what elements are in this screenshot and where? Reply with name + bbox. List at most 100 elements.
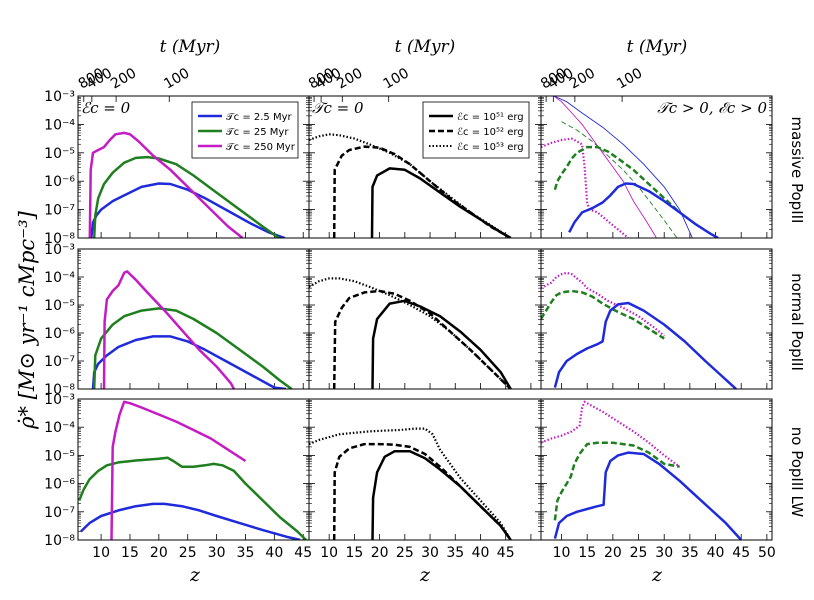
x-tick-label: 40	[707, 545, 725, 561]
x-tick-label: 10	[320, 545, 338, 561]
y-tick-label: 10⁻⁸	[44, 382, 75, 398]
axes-frame	[540, 95, 773, 239]
series-line-black-dashed	[332, 442, 512, 540]
axes-frame	[308, 248, 542, 390]
panel-title: 𝒯c > 0, ℰc > 0	[657, 99, 767, 117]
panel-title: 𝒯c = 0	[312, 99, 364, 117]
top-tick-label: 100	[381, 65, 412, 92]
axes-frame	[308, 398, 542, 541]
x-tick-label: 35	[237, 545, 255, 561]
series-line-green-solid	[92, 155, 280, 238]
series-line-green-solid	[92, 307, 293, 389]
series-line-magenta-dotted	[541, 137, 630, 238]
series-line-black-dashed	[332, 289, 512, 389]
top-axis-label-col2: t (Myr)	[395, 37, 456, 57]
y-tick-label: 10⁻⁸	[44, 231, 75, 247]
y-tick-label: 10⁻⁷	[44, 354, 75, 370]
row-label-2: normal PopIII	[788, 273, 806, 371]
x-tick-label: 25	[630, 545, 648, 561]
x-tick-label: 15	[578, 545, 596, 561]
y-tick-label: 10⁻⁵	[44, 298, 75, 314]
y-tick-label: 10⁻⁴	[44, 420, 75, 436]
series-line-blue-solid	[91, 335, 287, 389]
panel-r3c1: 10⁻³ 10⁻⁴ 10⁻⁵ 10⁻⁶ 10⁻⁷ 10⁻⁸ 10 15 20 25 30 35 40 45	[44, 392, 312, 561]
series-line-blue-solid	[553, 96, 693, 238]
panel-r2c2	[308, 248, 542, 390]
y-tick-label: 10⁻⁶	[44, 174, 75, 190]
panel-r3c2: 10 15 20 25 30 35 40 45	[308, 398, 542, 561]
top-axis-label-col3: t (Myr)	[627, 37, 688, 57]
x-tick-label: 10	[553, 545, 571, 561]
y-tick-label: 10⁻⁵	[44, 448, 75, 464]
series-line-black-solid	[371, 299, 512, 389]
x-tick-label: 40	[265, 545, 283, 561]
y-tick-label: 10⁻⁶	[44, 326, 75, 342]
x-tick-label: 20	[371, 545, 389, 561]
series-line-magenta-solid	[88, 131, 244, 238]
series-line-magenta-solid	[553, 96, 657, 238]
x-tick-label: 45	[497, 545, 515, 561]
series-line-green-dashed	[553, 441, 680, 521]
top-tick-label: 100	[161, 65, 192, 92]
series-line-green-dashed	[553, 145, 681, 214]
legend-label: ℰc = 10⁵¹ erg	[457, 112, 524, 123]
panel-r2c1: 10⁻³ 10⁻⁴ 10⁻⁵ 10⁻⁶ 10⁻⁷ 10⁻⁸	[44, 242, 310, 398]
y-tick-label: 10⁻³	[44, 89, 75, 105]
y-axis-label: ρ̇* [M⊙ yr⁻¹ cMpc⁻³]	[15, 210, 39, 430]
legend-label: ℰc = 10⁵² erg	[457, 127, 524, 138]
x-tick-label: 35	[446, 545, 464, 561]
panel-r3c3: 10 15 20 25 30 35 40 45 50	[540, 398, 776, 561]
series-line-blue-solid	[568, 182, 719, 238]
x-tick-label: 45	[294, 545, 312, 561]
x-tick-label: 25	[179, 545, 197, 561]
legend-label: ℰc = 10⁵³ erg	[457, 142, 524, 153]
x-axis-label-col1: z	[189, 564, 201, 586]
x-tick-label: 25	[396, 545, 414, 561]
x-axis-label-col3: z	[651, 564, 663, 586]
series-line-magenta-solid	[110, 400, 247, 540]
x-tick-label: 30	[655, 545, 673, 561]
legend-label: 𝒯c = 250 Myr	[226, 142, 296, 153]
y-tick-label: 10⁻⁴	[44, 270, 75, 286]
y-tick-label: 10⁻⁷	[44, 203, 75, 219]
series-line-green-solid	[78, 456, 307, 540]
axes-frame	[540, 248, 773, 390]
series-line-magenta-solid	[102, 270, 236, 389]
x-tick-label: 20	[604, 545, 622, 561]
y-tick-label: 10⁻⁷	[44, 505, 75, 521]
x-tick-label: 50	[758, 545, 776, 561]
series-line-blue-solid	[553, 451, 743, 540]
series-line-black-dotted	[309, 277, 512, 389]
legend-label: 𝒯c = 25 Myr	[226, 127, 289, 138]
x-tick-label: 10	[92, 545, 110, 561]
legend-col1: 𝒯c = 2.5 Myr 𝒯c = 25 Myr 𝒯c = 250 Myr	[191, 101, 299, 159]
x-tick-label: 30	[208, 545, 226, 561]
series-line-magenta-dotted	[541, 271, 665, 337]
series-line-blue-solid	[80, 502, 301, 540]
panel-r2c3	[540, 248, 773, 390]
series-line-magenta-dotted	[541, 400, 681, 468]
x-tick-label: 15	[121, 545, 139, 561]
y-tick-label: 10⁻³	[44, 392, 75, 408]
series-line-black-dotted	[309, 427, 512, 540]
x-axis-label-col2: z	[419, 564, 431, 586]
panel-title: ℰc = 0	[81, 99, 131, 117]
row-label-1: massive PopIII	[788, 117, 806, 224]
x-tick-label: 20	[150, 545, 168, 561]
legend-col2: ℰc = 10⁵¹ erg ℰc = 10⁵² erg ℰc = 10⁵³ er…	[422, 101, 530, 159]
series-line-green-dashed	[541, 289, 665, 340]
top-axis-label-col1: t (Myr)	[160, 37, 221, 57]
series-line-black-solid	[371, 449, 512, 540]
top-tick-label: 200	[567, 65, 598, 92]
y-tick-label: 10⁻³	[44, 242, 75, 258]
x-tick-label: 45	[732, 545, 750, 561]
y-tick-label: 10⁻⁵	[44, 146, 75, 162]
series-line-black-solid	[370, 167, 512, 238]
y-tick-label: 10⁻⁴	[44, 117, 75, 133]
y-tick-label: 10⁻⁸	[44, 533, 75, 549]
x-tick-label: 40	[472, 545, 490, 561]
y-tick-label: 10⁻⁶	[44, 477, 75, 493]
series-line-black-dotted	[309, 133, 512, 238]
